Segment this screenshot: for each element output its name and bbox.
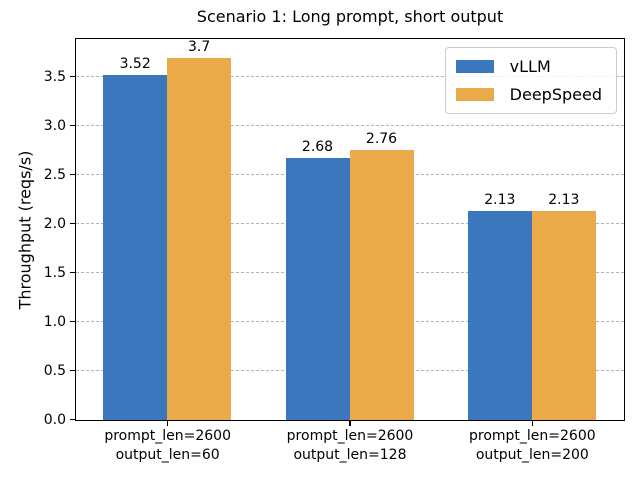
bar-value-label: 2.76 [365, 130, 398, 147]
x-tick-mark [531, 421, 534, 426]
x-tick-line1: prompt_len=2600 [469, 428, 596, 444]
legend-swatch-vllm [455, 60, 494, 73]
x-tick-line2: output_len=200 [475, 447, 589, 463]
gridline [76, 125, 624, 127]
x-tick-label-output60: prompt_len=2600 output_len=60 [53, 427, 283, 465]
y-tick-mark [70, 271, 75, 274]
bar-value-label: 3.52 [119, 56, 151, 73]
bar-deepspeed-output128 [349, 149, 414, 420]
y-tick-label: 3.0 [43, 117, 66, 134]
plot-area: 3.52 3.7 2.68 2.76 2.13 2.13 vLLM DeepSp… [75, 38, 625, 421]
y-tick-mark [70, 369, 75, 372]
x-tick-line1: prompt_len=2600 [104, 428, 231, 444]
y-tick-label: 0.0 [43, 411, 66, 428]
y-tick-mark [70, 222, 75, 225]
bar-value-label: 2.13 [484, 192, 516, 209]
y-tick-label: 2.5 [43, 166, 66, 183]
x-tick-line2: output_len=128 [293, 447, 407, 463]
legend-swatch-deepspeed [455, 88, 494, 101]
legend-item-vllm: vLLM [455, 57, 602, 76]
bar-vllm-output128 [285, 157, 350, 420]
legend-item-deepspeed: DeepSpeed [455, 85, 602, 104]
legend-label-deepspeed: DeepSpeed [509, 85, 602, 104]
x-tick-label-output200: prompt_len=2600 output_len=200 [417, 427, 640, 465]
bar-vllm-output200 [467, 211, 532, 420]
chart-title: Scenario 1: Long prompt, short output [196, 7, 504, 26]
y-tick-label: 1.0 [43, 313, 66, 330]
x-tick-mark [166, 421, 169, 426]
y-tick-label: 2.0 [43, 215, 66, 232]
y-tick-label: 3.5 [43, 68, 66, 85]
x-tick-label-output128: prompt_len=2600 output_len=128 [235, 427, 465, 465]
x-tick-line1: prompt_len=2600 [286, 428, 414, 444]
y-tick-label: 1.5 [43, 264, 66, 281]
bar-deepspeed-output60 [167, 57, 232, 420]
bar-value-label: 2.13 [548, 192, 580, 209]
x-tick-line2: output_len=60 [115, 447, 220, 463]
bar-vllm-output60 [103, 75, 168, 420]
y-tick-mark [70, 76, 75, 78]
y-tick-mark [70, 418, 75, 421]
y-tick-mark [70, 320, 75, 323]
bar-value-label: 2.68 [301, 138, 334, 155]
legend-label-vllm: vLLM [509, 57, 551, 76]
y-tick-label: 0.5 [43, 362, 66, 379]
bar-value-label: 3.7 [188, 38, 211, 55]
legend: vLLM DeepSpeed [444, 47, 617, 114]
x-tick-mark [349, 421, 351, 426]
y-tick-mark [70, 173, 75, 176]
bar-deepspeed-output200 [531, 211, 596, 420]
y-tick-mark [70, 124, 75, 127]
gridline [76, 76, 624, 78]
